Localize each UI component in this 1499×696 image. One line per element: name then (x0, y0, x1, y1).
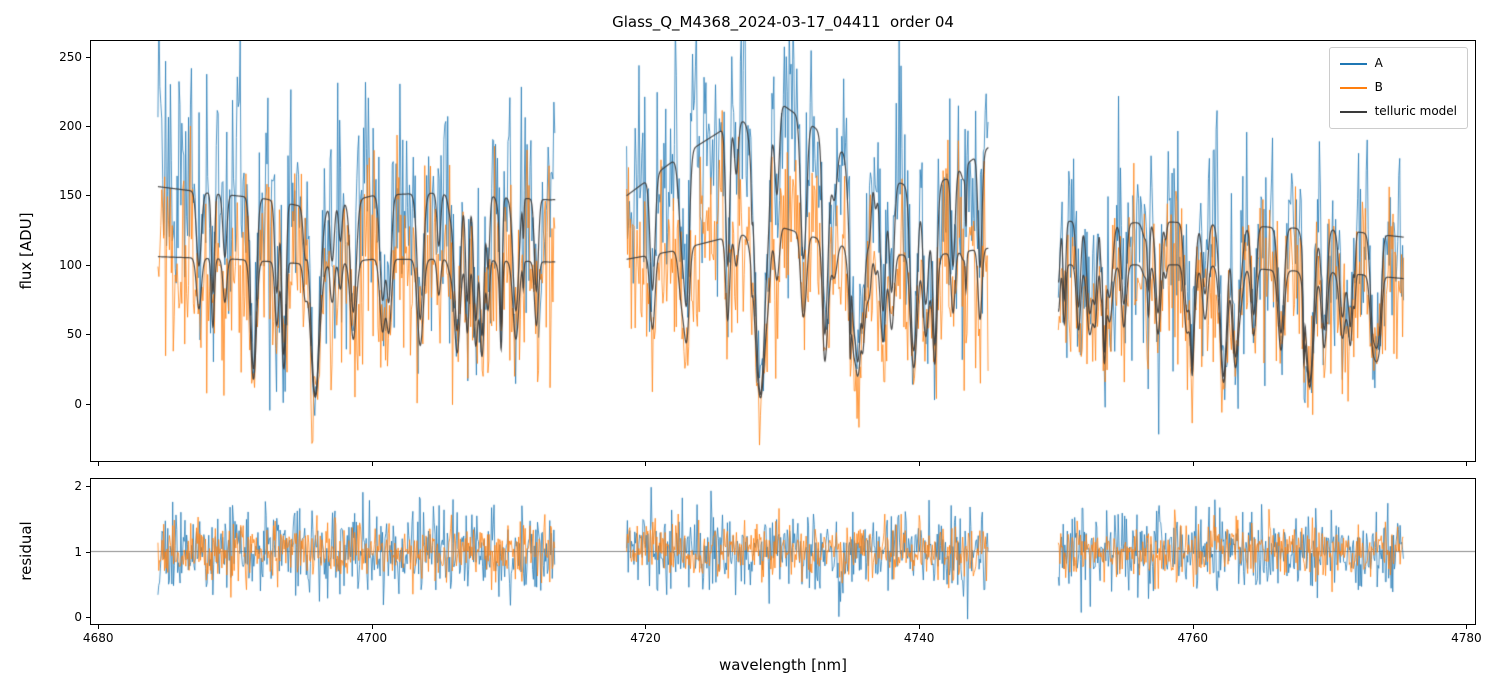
legend: A B telluric model (1328, 47, 1468, 129)
flux-y-tick-mark (86, 334, 90, 336)
residual-y-tick-mark (86, 551, 90, 553)
legend-label-telluric: telluric model (1374, 104, 1457, 118)
x-tick-mark-top-panel (1466, 462, 1468, 466)
x-tick-mark-top-panel (1192, 462, 1194, 466)
x-tick-mark (1466, 625, 1468, 629)
x-tick-label: 4680 (82, 631, 114, 645)
x-axis-label: wavelength [nm] (719, 656, 847, 674)
legend-swatch-telluric (1339, 110, 1367, 113)
residual-y-tick-label: 1 (74, 544, 82, 559)
x-tick-label: 4720 (630, 631, 661, 645)
legend-swatch-a (1339, 62, 1367, 65)
residual-y-tick-mark (86, 617, 90, 619)
x-tick-mark-top-panel (919, 462, 921, 466)
flux-y-tick-mark (86, 126, 90, 128)
x-tick-label: 4760 (1177, 631, 1209, 645)
x-tick-mark (371, 625, 373, 629)
flux-y-tick-label: 100 (59, 257, 82, 272)
legend-item-b: B (1339, 80, 1457, 95)
plot-title: Glass_Q_M4368_2024-03-17_04411 order 04 (612, 13, 954, 31)
x-tick-label: 4780 (1451, 631, 1482, 645)
flux-y-tick-label: 150 (59, 188, 82, 203)
flux-y-tick-mark (86, 264, 90, 266)
flux-y-tick-label: 250 (59, 49, 82, 64)
legend-swatch-b (1339, 86, 1367, 89)
residual-plot-canvas (91, 479, 1475, 624)
legend-label-a: A (1374, 56, 1383, 70)
flux-y-tick-label: 0 (74, 396, 82, 411)
flux-axes: A B telluric model (90, 40, 1476, 462)
flux-y-tick-label: 50 (66, 327, 82, 342)
flux-y-tick-mark (86, 56, 90, 58)
residual-y-tick-label: 2 (74, 478, 82, 493)
x-tick-mark-top-panel (371, 462, 373, 466)
x-tick-mark (645, 625, 647, 629)
residual-y-tick-mark (86, 485, 90, 487)
flux-y-tick-mark (86, 195, 90, 197)
x-tick-label: 4700 (356, 631, 388, 645)
residual-y-tick-label: 0 (74, 610, 82, 625)
x-tick-label: 4740 (903, 631, 935, 645)
legend-item-a: A (1339, 56, 1457, 71)
residual-axes (90, 478, 1476, 625)
legend-item-telluric-model: telluric model (1339, 104, 1457, 119)
flux-y-tick-label: 200 (59, 119, 82, 134)
x-tick-mark (1192, 625, 1194, 629)
x-tick-mark (98, 625, 100, 629)
flux-plot-canvas (91, 41, 1475, 461)
x-tick-mark-top-panel (645, 462, 647, 466)
flux-y-tick-mark (86, 403, 90, 405)
legend-label-b: B (1374, 80, 1383, 94)
x-tick-mark-top-panel (98, 462, 100, 466)
x-tick-mark (919, 625, 921, 629)
flux-axis-label: flux [ADU] (17, 212, 35, 290)
